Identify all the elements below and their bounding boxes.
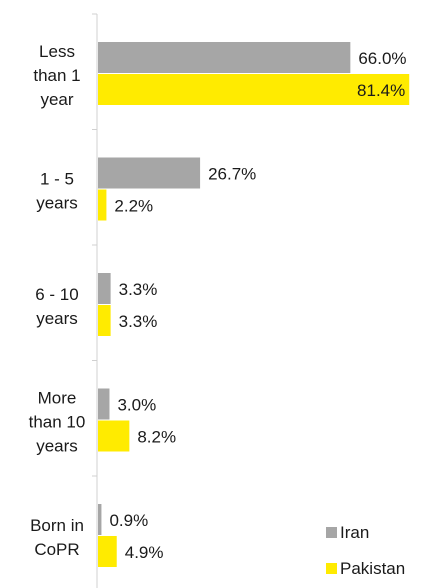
data-label: 3.0% [117, 396, 156, 415]
category-label-line: than 1 [33, 66, 80, 85]
data-label: 81.4% [357, 81, 405, 100]
data-label: 0.9% [109, 511, 148, 530]
category-label-line: Born in [30, 516, 84, 535]
category-label: 6 - 10 years [35, 285, 78, 328]
bar-pakistan [98, 305, 111, 336]
legend-swatch-iran [326, 527, 337, 538]
category-label: Born in CoPR [30, 516, 84, 559]
category-label-line: year [40, 90, 73, 109]
category-label-line: CoPR [34, 540, 79, 559]
category-label-line: years [36, 436, 78, 455]
bar-iran [98, 388, 110, 420]
category-label-line: years [36, 193, 78, 212]
category-label-line: 1 - 5 [40, 169, 74, 188]
data-label: 8.2% [137, 428, 176, 447]
data-label: 26.7% [208, 165, 256, 184]
category-label-line: Less [39, 42, 75, 61]
category-label: Less than 1 year [33, 42, 80, 109]
labels-layer: Less than 1 year 66.0% 81.4% 1 - 5 years 26.7% 2… [29, 42, 407, 562]
category-label: More than 10 years [29, 388, 86, 455]
bar-pakistan [98, 74, 410, 105]
data-label: 3.3% [119, 312, 158, 331]
legend: Iran Pakistan [326, 523, 405, 578]
data-label: 3.3% [119, 280, 158, 299]
data-label: 2.2% [114, 197, 153, 216]
data-label: 66.0% [358, 49, 406, 68]
bar-iran [98, 504, 102, 535]
data-label: 4.9% [125, 543, 164, 562]
category-label-line: More [38, 388, 77, 407]
axis-layer [92, 13, 98, 588]
category-label-line: years [36, 309, 78, 328]
category-label: 1 - 5 years [36, 169, 78, 212]
legend-label-iran: Iran [340, 523, 369, 542]
legend-swatch-pakistan [326, 563, 337, 574]
bar-iran [98, 273, 111, 304]
bars-layer [98, 42, 410, 567]
bar-pakistan [98, 420, 130, 452]
bar-iran [98, 42, 351, 73]
bar-pakistan [98, 536, 117, 567]
legend-label-pakistan: Pakistan [340, 559, 405, 578]
bar-iran [98, 157, 201, 189]
bar-pakistan [98, 189, 107, 221]
category-label-line: than 10 [29, 412, 86, 431]
category-label-line: 6 - 10 [35, 285, 78, 304]
